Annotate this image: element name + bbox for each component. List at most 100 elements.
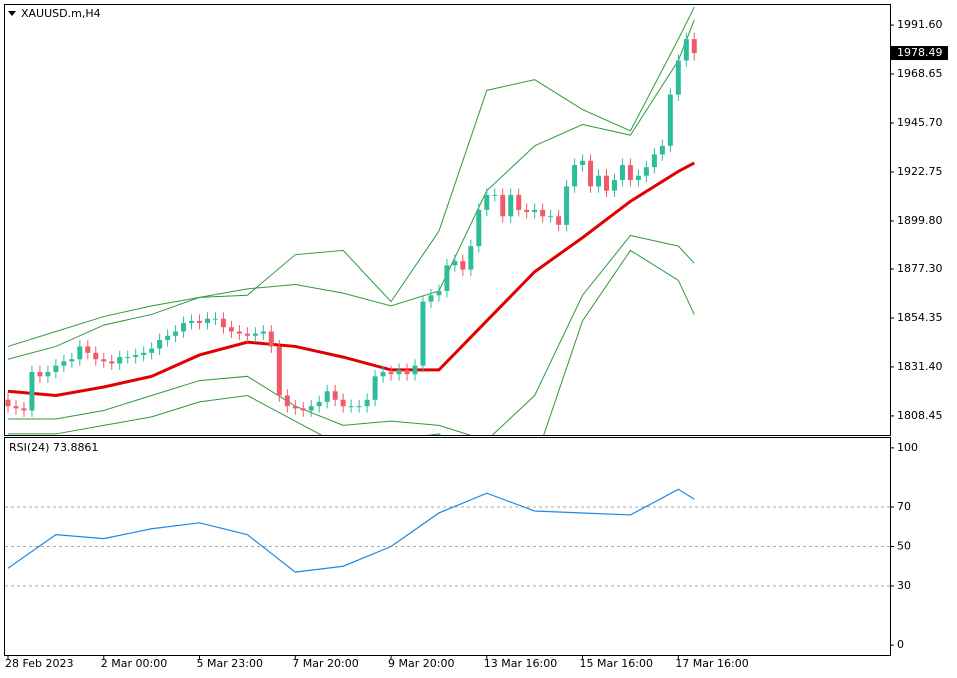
candle-body (165, 335, 171, 341)
candle-body (236, 331, 242, 334)
candle-body (85, 346, 91, 353)
candle-body (316, 401, 322, 407)
candle-body (197, 320, 203, 323)
candle-body (444, 265, 450, 291)
x-tick-label: 28 Feb 2023 (5, 657, 73, 670)
y-tick-label: 100 (897, 441, 918, 454)
candle-body (324, 391, 330, 402)
candle-body (596, 175, 602, 187)
x-tick-label: 17 Mar 16:00 (675, 657, 748, 670)
candle-body (412, 365, 418, 375)
candle-body (5, 399, 11, 407)
candle-body (61, 361, 67, 366)
candle-body (45, 372, 51, 377)
x-tick-label: 13 Mar 16:00 (484, 657, 557, 670)
candle-body (508, 194, 514, 217)
candle-body (276, 346, 282, 396)
candle-body (284, 395, 290, 407)
candle-body (548, 216, 554, 218)
candle-body (21, 408, 27, 411)
candle-body (117, 357, 123, 364)
candle-body (691, 39, 697, 54)
axes: 1808.45 1831.40 1854.35 1877.30 1899.80 1922.… (5, 18, 948, 670)
y-tick-label: 0 (897, 638, 904, 651)
current-price-box (891, 46, 948, 61)
rsi-line (7, 488, 695, 573)
candle-body (93, 352, 99, 360)
candle-body (157, 340, 163, 349)
candle-body (516, 194, 522, 210)
candle-body (420, 301, 426, 366)
candle-body (101, 359, 107, 362)
rsi-plot (5, 488, 890, 587)
candle-body (611, 179, 617, 191)
candle-body (484, 194, 490, 210)
candle-body (141, 352, 147, 355)
candle-body (436, 290, 442, 296)
candle-body (380, 372, 386, 377)
indicator-line (8, 234, 695, 435)
candle-body (476, 209, 482, 247)
candle-body (396, 369, 402, 375)
x-tick-label: 2 Mar 00:00 (101, 657, 167, 670)
y-tick-label: 1922.75 (897, 165, 943, 178)
y-tick-label: 1899.80 (897, 214, 943, 227)
candle-body (260, 331, 266, 334)
main-panel-frame (4, 4, 891, 436)
candle-body (244, 333, 250, 336)
candle-body (252, 333, 258, 336)
candle-body (452, 261, 458, 266)
candle-body (468, 246, 474, 270)
menu-arrow[interactable] (8, 11, 16, 16)
y-tick-label: 1808.45 (897, 409, 943, 422)
candle-body (683, 39, 689, 61)
candle-body (268, 331, 274, 347)
candle-body (532, 209, 538, 212)
current-price-label: 1978.49 (897, 46, 943, 59)
x-tick-label: 15 Mar 16:00 (580, 657, 653, 670)
candle-body (588, 160, 594, 187)
x-tick-label: 7 Mar 20:00 (292, 657, 358, 670)
candle-body (173, 331, 179, 336)
rsi-title: RSI(24) 73.8861 (9, 441, 98, 454)
y-tick-label: 1877.30 (897, 262, 943, 275)
y-tick-label: 1968.65 (897, 67, 943, 80)
candle-body (428, 295, 434, 302)
candle-body (133, 354, 139, 358)
candle-body (460, 261, 466, 270)
candle-body (659, 145, 665, 155)
y-tick-label: 1945.70 (897, 116, 943, 129)
candle-body (109, 361, 115, 364)
candle-body (492, 194, 498, 196)
candle-body (29, 372, 35, 411)
candle-body (205, 318, 210, 323)
candle-body (37, 372, 43, 377)
candle-body (572, 165, 578, 187)
candle-body (212, 318, 218, 320)
candle-body (667, 94, 673, 146)
y-tick-label: 70 (897, 500, 911, 513)
candle-body (181, 322, 187, 332)
candle-body (332, 391, 338, 400)
y-tick-label: 1831.40 (897, 360, 943, 373)
candle-body (77, 346, 83, 360)
candle-body (635, 175, 641, 180)
candle-body (564, 186, 570, 225)
candle-body (524, 209, 530, 212)
candle-body (675, 60, 681, 95)
indicator-line (7, 6, 695, 347)
candle-body (292, 406, 298, 409)
candle-body (556, 216, 562, 225)
indicator-line (7, 161, 695, 398)
candle-body (619, 165, 625, 180)
main-plot (5, 6, 697, 435)
candle-body (651, 154, 657, 168)
candle-body (372, 376, 378, 400)
candle-body (69, 359, 75, 362)
chart-title: XAUUSD.m,H4 (21, 7, 101, 20)
candle-body (228, 327, 234, 332)
indicator-line (8, 249, 695, 435)
y-tick-label: 1991.60 (897, 18, 943, 31)
